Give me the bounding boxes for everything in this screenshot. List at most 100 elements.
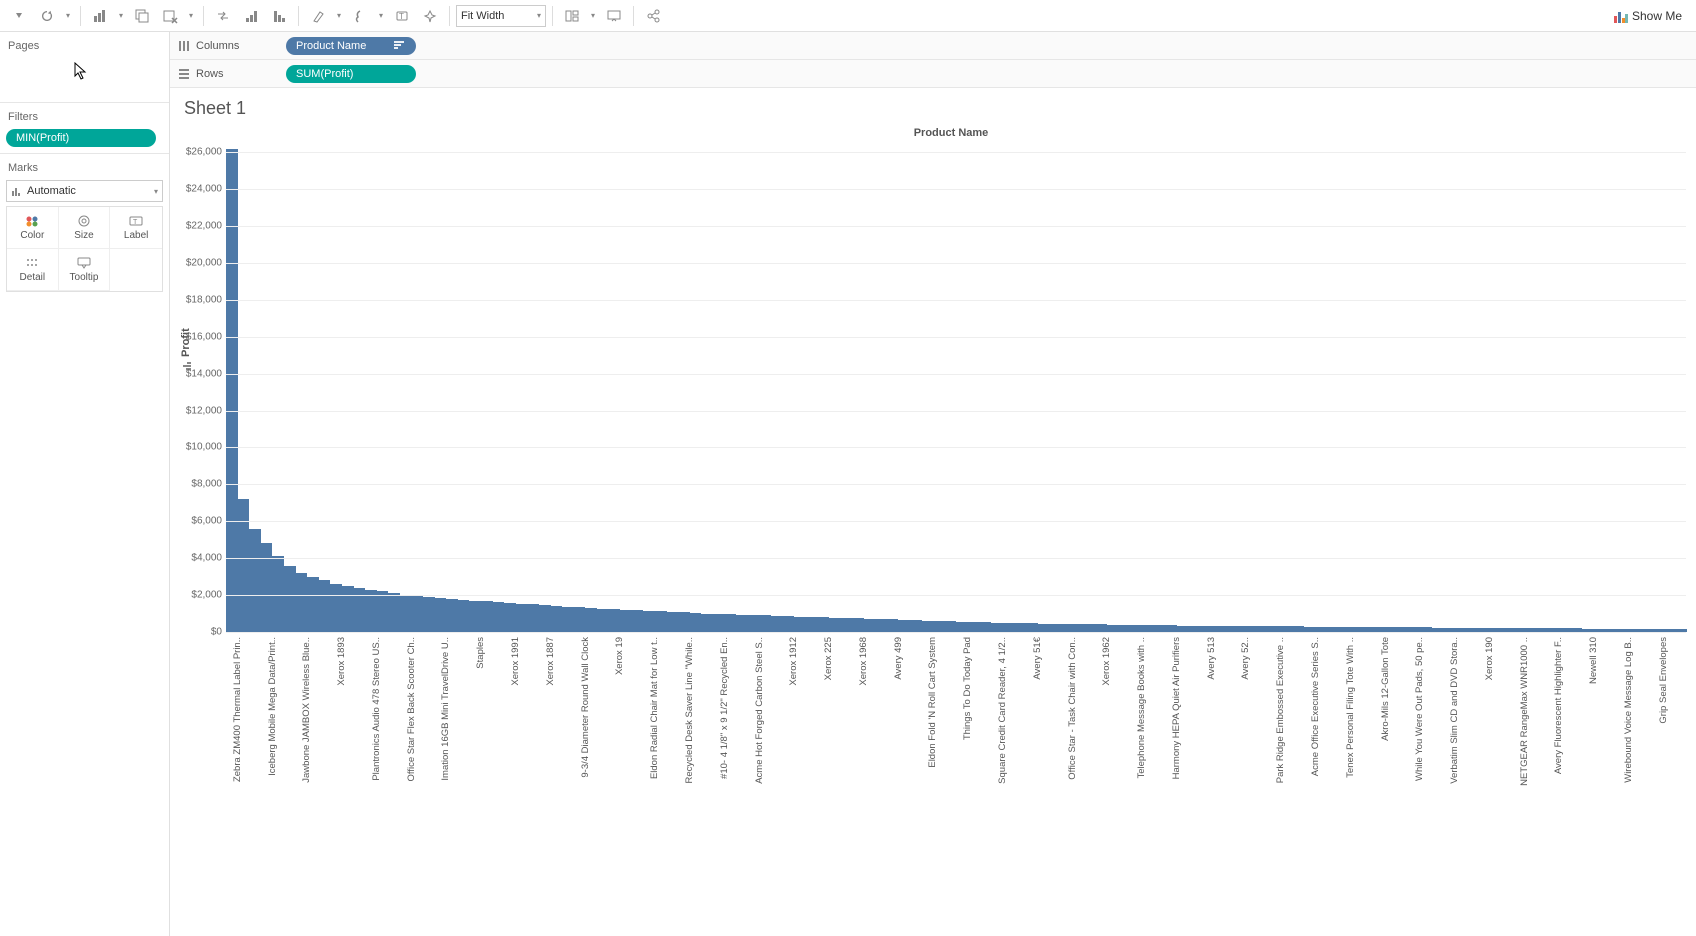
bar[interactable] <box>1003 623 1015 632</box>
bar[interactable] <box>980 622 992 632</box>
bar[interactable] <box>748 615 760 632</box>
bar[interactable] <box>933 621 945 632</box>
bar[interactable] <box>249 529 261 632</box>
bar[interactable] <box>991 623 1003 632</box>
rows-shelf[interactable]: Rows SUM(Profit) <box>170 60 1696 88</box>
bar[interactable] <box>527 604 539 632</box>
bar[interactable] <box>238 499 250 632</box>
bar[interactable] <box>725 614 737 632</box>
bar[interactable] <box>481 601 493 632</box>
sort-asc-btn[interactable] <box>238 3 264 29</box>
group-btn[interactable] <box>347 3 373 29</box>
bar[interactable] <box>806 617 818 632</box>
bar[interactable] <box>713 614 725 632</box>
bar[interactable] <box>585 608 597 632</box>
bar[interactable] <box>400 595 412 632</box>
bar[interactable] <box>1119 625 1131 632</box>
bar[interactable] <box>504 603 516 632</box>
bar[interactable] <box>840 618 852 632</box>
visualization[interactable]: Product Name Profit $0$2,000$4,000$6,000… <box>170 123 1696 936</box>
bar[interactable] <box>1072 624 1084 632</box>
bar[interactable] <box>655 611 667 632</box>
bar[interactable] <box>412 596 424 632</box>
bar[interactable] <box>342 586 354 632</box>
bar[interactable] <box>226 149 238 632</box>
new-worksheet-btn[interactable] <box>87 3 113 29</box>
bar[interactable] <box>678 612 690 632</box>
bar[interactable] <box>609 609 621 632</box>
bar[interactable] <box>632 610 644 632</box>
bar[interactable] <box>319 580 331 632</box>
bar[interactable] <box>852 618 864 632</box>
bar[interactable] <box>875 619 887 632</box>
bar[interactable] <box>562 607 574 632</box>
bar[interactable] <box>597 609 609 632</box>
show-me-btn[interactable]: Show Me <box>1606 9 1690 23</box>
bar[interactable] <box>1038 624 1050 632</box>
bar[interactable] <box>1026 623 1038 632</box>
bar[interactable] <box>551 606 563 632</box>
marks-detail-btn[interactable]: Detail <box>7 249 59 291</box>
show-cards-btn[interactable] <box>559 3 585 29</box>
bar[interactable] <box>1142 625 1154 632</box>
sort-desc-btn[interactable] <box>266 3 292 29</box>
bar[interactable] <box>296 573 308 632</box>
bar[interactable] <box>1084 624 1096 632</box>
bar[interactable] <box>1014 623 1026 632</box>
share-btn[interactable] <box>640 3 666 29</box>
columns-shelf[interactable]: Columns Product Name <box>170 32 1696 60</box>
highlight-btn[interactable] <box>305 3 331 29</box>
swap-btn[interactable] <box>210 3 236 29</box>
presentation-btn[interactable] <box>601 3 627 29</box>
bar[interactable] <box>910 620 922 632</box>
chart-area[interactable]: Profit $0$2,000$4,000$6,000$8,000$10,000… <box>226 143 1686 633</box>
bar[interactable] <box>1130 625 1142 632</box>
labels-btn[interactable]: T <box>389 3 415 29</box>
bar[interactable] <box>736 615 748 632</box>
bar[interactable] <box>446 599 458 632</box>
duplicate-btn[interactable] <box>129 3 155 29</box>
clear-drop[interactable]: ▾ <box>185 11 197 20</box>
bar[interactable] <box>307 577 319 632</box>
undo-menu-btn[interactable] <box>6 3 32 29</box>
refresh-btn[interactable] <box>34 3 60 29</box>
sheet-title[interactable]: Sheet 1 <box>170 88 1696 123</box>
refresh-drop[interactable]: ▾ <box>62 11 74 20</box>
bar[interactable] <box>968 622 980 632</box>
bar[interactable] <box>887 619 899 632</box>
marks-size-btn[interactable]: Size <box>59 207 111 249</box>
bar[interactable] <box>458 600 470 632</box>
bar[interactable] <box>1049 624 1061 632</box>
bar[interactable] <box>759 615 771 632</box>
bar[interactable] <box>643 611 655 632</box>
bar[interactable] <box>423 597 435 632</box>
marks-color-btn[interactable]: Color <box>7 207 59 249</box>
bar[interactable] <box>690 613 702 632</box>
show-cards-drop[interactable]: ▾ <box>587 11 599 20</box>
bar[interactable] <box>1061 624 1073 632</box>
marks-label-btn[interactable]: T Label <box>110 207 162 249</box>
bar[interactable] <box>377 591 389 632</box>
bar[interactable] <box>516 604 528 632</box>
row-pill-sum-profit[interactable]: SUM(Profit) <box>286 65 416 83</box>
filter-pill-min-profit[interactable]: MIN(Profit) <box>6 129 156 147</box>
group-drop[interactable]: ▾ <box>375 11 387 20</box>
bar[interactable] <box>1154 625 1166 632</box>
bar[interactable] <box>1107 625 1119 632</box>
bar[interactable] <box>922 621 934 632</box>
bar[interactable] <box>261 543 273 632</box>
filters-shelf[interactable]: Filters MIN(Profit) <box>0 103 169 154</box>
new-worksheet-drop[interactable]: ▾ <box>115 11 127 20</box>
bar[interactable] <box>574 607 586 632</box>
clear-btn[interactable] <box>157 3 183 29</box>
fit-mode-select[interactable]: Fit Width ▾ <box>456 5 546 27</box>
bar[interactable] <box>771 616 783 632</box>
pin-btn[interactable] <box>417 3 443 29</box>
bar[interactable] <box>539 605 551 632</box>
marks-type-select[interactable]: Automatic ▾ <box>6 180 163 202</box>
bar[interactable] <box>701 614 713 632</box>
bar[interactable] <box>794 617 806 633</box>
highlight-drop[interactable]: ▾ <box>333 11 345 20</box>
bar[interactable] <box>956 622 968 632</box>
bar[interactable] <box>829 618 841 632</box>
